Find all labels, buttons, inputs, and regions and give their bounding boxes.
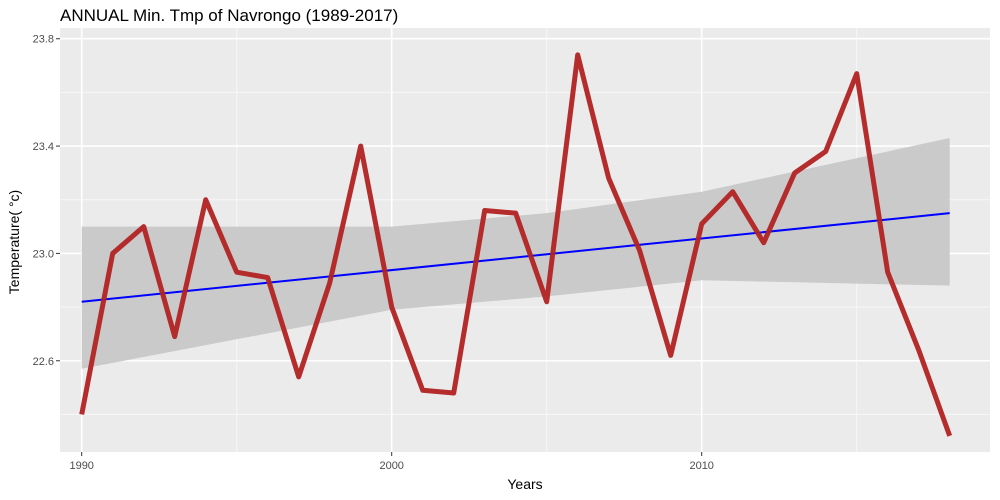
x-tick-label: 2010 <box>689 460 713 472</box>
axes-group: 22.6 23.0 23.4 23.8 1990 2000 2010 <box>33 34 714 472</box>
y-tick-label: 23.0 <box>33 248 54 260</box>
series-group <box>79 52 953 437</box>
y-tick-label: 22.6 <box>33 356 54 368</box>
chart-title: ANNUAL Min. Tmp of Navrongo (1989-2017) <box>60 6 399 25</box>
y-tick-label: 23.8 <box>33 34 54 46</box>
y-axis-title: Temperature( °c) <box>6 189 22 295</box>
trend-line-group <box>81 212 950 303</box>
trend-line <box>81 212 950 303</box>
x-axis-title: Years <box>507 476 543 492</box>
x-tick-label: 2000 <box>379 460 403 472</box>
y-tick-label: 23.4 <box>33 141 54 153</box>
x-tick-label: 1990 <box>69 460 93 472</box>
